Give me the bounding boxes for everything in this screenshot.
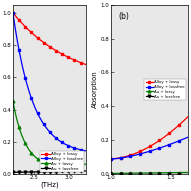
Au + lossfree bbox=[124, 173, 126, 175]
Line: Au + lossfree: Au + lossfree bbox=[110, 172, 190, 175]
Alloy + lossfree bbox=[85, 150, 88, 152]
Au + lossfree bbox=[180, 173, 183, 175]
Alloy + lossy bbox=[85, 64, 88, 66]
Au + lossy bbox=[55, 164, 58, 166]
Alloy + lossy bbox=[55, 50, 58, 52]
Alloy + lossy bbox=[180, 121, 183, 124]
Alloy + lossy bbox=[110, 158, 112, 160]
Line: Au + lossy: Au + lossy bbox=[11, 100, 88, 167]
Alloy + lossfree bbox=[183, 138, 185, 140]
Au + lossy bbox=[12, 102, 14, 104]
Au + lossy bbox=[63, 164, 66, 167]
Line: Alloy + lossfree: Alloy + lossfree bbox=[110, 136, 190, 160]
Alloy + lossfree bbox=[57, 138, 59, 141]
Y-axis label: Absorption: Absorption bbox=[92, 70, 98, 108]
Au + lossfree bbox=[79, 170, 81, 172]
Alloy + lossfree bbox=[124, 156, 126, 159]
Alloy + lossfree bbox=[74, 147, 76, 149]
Alloy + lossy bbox=[12, 12, 14, 14]
X-axis label: (THz): (THz) bbox=[40, 182, 59, 188]
Au + lossfree bbox=[12, 171, 14, 173]
Text: (b): (b) bbox=[119, 11, 129, 21]
Au + lossy bbox=[113, 172, 115, 175]
Legend: Alloy + lossy, Alloy + lossfree, Au + lossy, Au + lossfree: Alloy + lossy, Alloy + lossfree, Au + lo… bbox=[40, 151, 84, 172]
Alloy + lossy bbox=[57, 51, 59, 53]
Alloy + lossy bbox=[74, 59, 76, 62]
Au + lossy bbox=[183, 171, 185, 174]
Au + lossy bbox=[12, 100, 14, 103]
Au + lossfree bbox=[12, 171, 14, 173]
Alloy + lossy bbox=[124, 155, 126, 158]
Alloy + lossfree bbox=[56, 138, 58, 140]
Line: Alloy + lossfree: Alloy + lossfree bbox=[11, 11, 88, 152]
Alloy + lossfree bbox=[110, 158, 112, 160]
Alloy + lossy bbox=[56, 50, 58, 52]
Au + lossy bbox=[114, 172, 117, 175]
Alloy + lossy bbox=[12, 12, 14, 14]
Line: Au + lossy: Au + lossy bbox=[110, 171, 190, 175]
Alloy + lossy bbox=[130, 154, 133, 156]
Au + lossy bbox=[85, 163, 88, 165]
Au + lossy bbox=[56, 164, 58, 166]
Au + lossy bbox=[110, 172, 112, 175]
Alloy + lossy bbox=[113, 157, 115, 160]
Alloy + lossy bbox=[187, 115, 189, 118]
Au + lossy bbox=[187, 171, 189, 174]
Alloy + lossfree bbox=[130, 155, 133, 157]
Alloy + lossfree bbox=[12, 13, 14, 16]
Au + lossfree bbox=[56, 170, 58, 173]
Alloy + lossfree bbox=[180, 139, 183, 141]
Au + lossfree bbox=[74, 170, 76, 172]
Au + lossy bbox=[74, 164, 76, 166]
Au + lossy bbox=[79, 164, 81, 166]
Alloy + lossfree bbox=[12, 12, 14, 14]
Alloy + lossy bbox=[79, 61, 81, 63]
Alloy + lossy bbox=[114, 157, 117, 160]
Au + lossy bbox=[180, 171, 183, 174]
Legend: Alloy + lossy, Alloy + lossfree, Au + lossy, Au + lossfree: Alloy + lossy, Alloy + lossfree, Au + lo… bbox=[144, 79, 186, 100]
Au + lossfree bbox=[57, 170, 59, 173]
Alloy + lossfree bbox=[114, 158, 117, 160]
Au + lossfree bbox=[183, 173, 185, 175]
Au + lossfree bbox=[187, 173, 189, 175]
Au + lossfree bbox=[113, 173, 115, 175]
Au + lossfree bbox=[85, 170, 88, 172]
Alloy + lossy bbox=[183, 119, 185, 121]
Alloy + lossfree bbox=[113, 158, 115, 160]
Au + lossy bbox=[57, 164, 59, 167]
Au + lossfree bbox=[110, 173, 112, 175]
Line: Au + lossfree: Au + lossfree bbox=[11, 170, 88, 174]
Au + lossfree bbox=[130, 173, 133, 175]
Au + lossy bbox=[130, 172, 133, 174]
Line: Alloy + lossy: Alloy + lossy bbox=[11, 11, 88, 66]
Alloy + lossfree bbox=[79, 148, 81, 151]
Au + lossy bbox=[124, 172, 126, 174]
Line: Alloy + lossy: Alloy + lossy bbox=[110, 115, 190, 160]
Au + lossfree bbox=[55, 170, 58, 173]
Au + lossfree bbox=[114, 173, 117, 175]
Alloy + lossfree bbox=[187, 136, 189, 138]
Alloy + lossfree bbox=[55, 137, 58, 140]
